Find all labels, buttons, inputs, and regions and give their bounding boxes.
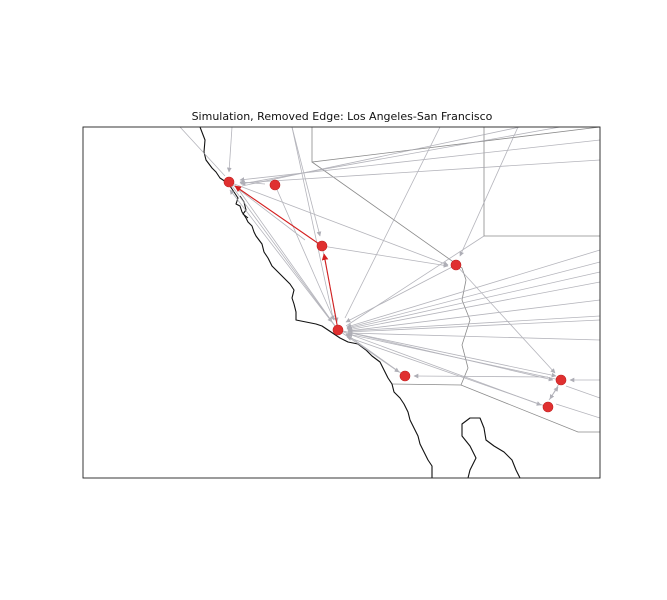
node [269,179,281,191]
edge [413,373,549,379]
edge [274,184,335,321]
edge [455,264,556,374]
edge [459,127,519,257]
edge [347,319,600,335]
edge [345,235,485,327]
edge [346,336,549,408]
edge [179,127,226,177]
edge [239,139,600,182]
coastline [199,127,521,478]
node [450,259,462,271]
edge [239,179,266,185]
edge [347,332,561,381]
state-border-nevada-diagonal [311,161,467,281]
country-border-mexico [391,383,600,433]
state-border-utah [483,127,600,237]
edge [347,330,600,341]
highlight-edges [234,185,339,331]
edge [239,159,600,186]
edge [345,264,457,323]
network-nodes [223,176,567,413]
edge [240,127,561,186]
map-frame [82,126,601,479]
california-coastline [199,127,433,478]
edge [344,127,441,319]
edge [347,299,600,333]
edge [345,333,406,377]
node [555,374,567,386]
edge [235,185,339,331]
node [223,176,235,188]
border-lines [311,127,600,433]
edge [226,127,233,173]
edge [291,127,334,319]
map-title: Simulation, Removed Edge: Los Angeles-Sa… [191,110,493,123]
edge [229,189,339,331]
edge [555,403,600,419]
node [316,240,328,252]
edge [565,385,600,399]
edge [228,181,333,323]
network-edges [179,127,600,419]
node [332,324,344,336]
edge [228,181,306,241]
edge [291,127,322,237]
sf-bay-detail [239,195,249,219]
edge [337,329,557,378]
edge [346,249,600,329]
edge [347,315,600,334]
edge-red [234,185,323,247]
state-border-colorado-river [460,279,471,386]
edge [241,127,521,187]
edge [228,181,449,266]
edge-red [321,253,339,331]
edge [346,261,600,330]
edge [548,386,559,401]
edge [321,245,449,268]
edge [346,271,600,331]
node [399,370,411,382]
node [542,401,554,413]
baja-gulf-coast [461,417,521,478]
edge [347,281,600,332]
